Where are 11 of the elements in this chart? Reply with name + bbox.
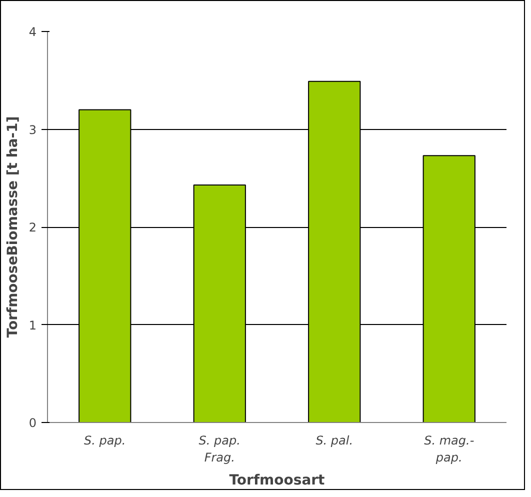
y-tick-label: 3 [28,122,37,137]
x-tick-label: S. pal. [316,434,354,448]
x-tick-label: S. pap. Frag. [198,434,240,464]
x-axis-title: Torfmoosart [229,472,326,488]
y-tick-label: 1 [28,318,37,332]
y-tick-label: 4 [28,25,37,39]
y-tick-label: 2 [28,220,37,234]
y-axis-title: TorfmooseBiomasse [t ha-1] [4,116,21,338]
x-tick-label: S. pap. [84,434,126,448]
y-tick-label: 0 [28,416,37,430]
x-tick-label: S. mag.- pap. [424,434,474,464]
